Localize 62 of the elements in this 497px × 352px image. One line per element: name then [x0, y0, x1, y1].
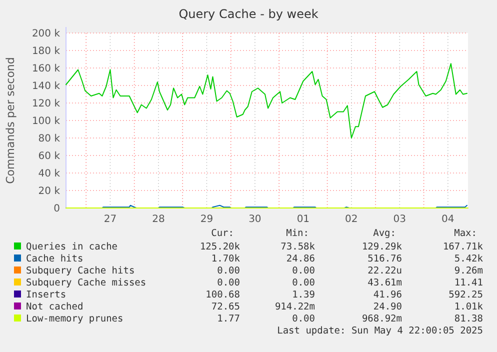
y-tick-label: 100 k [32, 116, 60, 127]
x-tick-label: 03 [393, 214, 406, 225]
x-tick-label: 27 [104, 214, 117, 225]
legend-label: Inserts [26, 289, 66, 300]
text: 129.29k [362, 241, 402, 252]
x-tick-label: 01 [296, 214, 310, 225]
text: 72.65 [211, 301, 240, 312]
line-series [66, 63, 468, 138]
text: Cur: [211, 228, 234, 239]
text: 1.39 [292, 289, 316, 300]
y-tick-label: 160 k [32, 64, 60, 74]
text: Min: [286, 228, 309, 239]
text: 24.86 [286, 253, 316, 264]
x-tick-label: 02 [345, 214, 358, 225]
text: 81.38 [454, 313, 484, 324]
text: Max: [454, 228, 477, 239]
y-tick-label: 60 k [38, 151, 60, 162]
text: 0.00 [217, 265, 240, 276]
y-tick-label: 140 k [32, 81, 60, 92]
text: 5.42k [454, 253, 484, 264]
y-tick-label: 80 k [38, 134, 60, 144]
legend-label: Not cached [26, 301, 84, 312]
text: 73.58k [280, 241, 316, 252]
text: 0.00 [217, 277, 240, 288]
text: 1.77 [217, 313, 240, 324]
y-tick-label: 200 k [32, 28, 60, 40]
text: 167.71k [442, 241, 484, 252]
chart-title: Query Cache - by week [178, 7, 318, 21]
y-tick-label: 20 k [38, 186, 60, 197]
text: 1.01k [454, 301, 484, 312]
x-tick-label: 28 [152, 214, 165, 225]
text: 9.26m [454, 265, 484, 276]
text: 125.20k [200, 241, 240, 252]
text: 516.76 [368, 253, 402, 264]
x-tick-label: 30 [248, 214, 262, 225]
y-tick-label: 180 k [32, 46, 60, 57]
text: 914.22m [274, 301, 316, 312]
text: 0.00 [292, 265, 316, 276]
text: 1.70k [211, 253, 240, 264]
text: Avg: [373, 228, 396, 239]
y-tick-label: 40 k [38, 168, 60, 180]
text: 22.22u [368, 265, 402, 276]
legend-label: Queries in cache [26, 241, 118, 252]
text: 24.90 [373, 301, 402, 312]
text: 968.92m [362, 313, 402, 324]
y-tick-label: 120 k [32, 98, 60, 110]
legend-label: Subquery Cache hits [26, 265, 135, 276]
text: 100.68 [206, 289, 240, 300]
y-tick-label: 0 [54, 204, 60, 214]
y-axis-title: Commands per second [4, 57, 17, 184]
legend-label: Low-memory prunes [26, 313, 124, 324]
text: 0.00 [292, 277, 316, 288]
text: 43.61m [368, 277, 402, 288]
text: 41.96 [373, 289, 402, 300]
text: Last update: Sun May 4 22:00:05 2025 [277, 325, 483, 336]
legend-label: Subquery Cache misses [26, 277, 146, 288]
legend-label: Cache hits [26, 253, 84, 264]
text: 592.25 [448, 289, 483, 300]
x-tick-label: 04 [442, 214, 454, 225]
text: 0.00 [292, 313, 316, 324]
x-tick-label: 29 [200, 214, 214, 225]
text: 11.41 [454, 277, 484, 288]
